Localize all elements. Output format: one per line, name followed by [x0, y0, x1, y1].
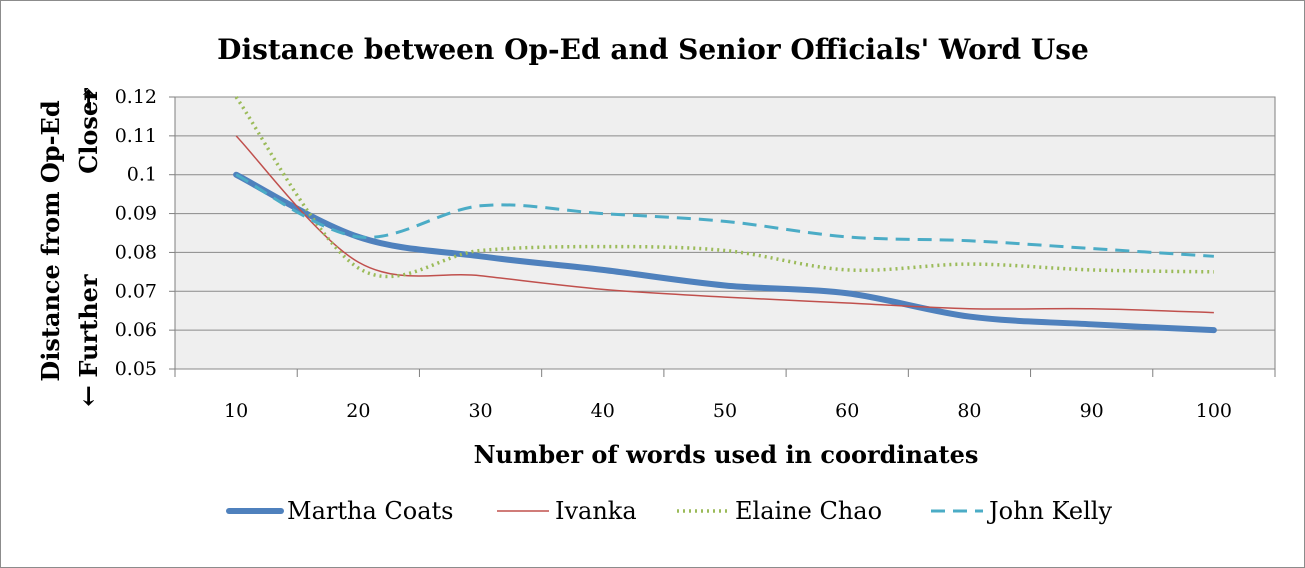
y-tick-label: 0.06 — [115, 319, 157, 341]
legend-label: John Kelly — [986, 497, 1112, 525]
further-arrow-icon: ← — [74, 385, 104, 407]
x-tick-label: 30 — [468, 400, 492, 422]
series-line-ivanka — [235, 135, 1214, 314]
y-axis-label: Distance from Op-Ed — [36, 100, 65, 381]
x-tick-label: 40 — [591, 400, 615, 422]
y-tick-label: 0.11 — [115, 125, 157, 147]
closer-arrow-icon: → — [74, 88, 104, 110]
series-line-martha-coats — [233, 171, 1217, 334]
chart-title: Distance between Op-Ed and Senior Offici… — [217, 33, 1089, 66]
y-tick-label: 0.1 — [127, 164, 157, 186]
x-tick-label: 80 — [957, 400, 981, 422]
series-lines — [233, 95, 1217, 334]
y-axis-closer-arrow: → — [74, 88, 104, 110]
x-tick-label: 100 — [1196, 400, 1232, 422]
y-axis-title-line1: Distance from Op-Ed — [36, 100, 65, 381]
y-axis-further: Further — [74, 274, 103, 378]
x-tick-label: 10 — [224, 400, 248, 422]
legend-label: Martha Coats — [287, 497, 453, 525]
x-tick-labels: 10 20 30 40 50 60 80 90 100 — [224, 400, 1232, 422]
legend-label: Elaine Chao — [735, 497, 882, 525]
y-axis-closer: Closer — [74, 88, 103, 174]
x-tick-label: 50 — [713, 400, 737, 422]
legend-label: Ivanka — [555, 497, 637, 525]
y-tick-labels: 0.12 0.11 0.1 0.09 0.08 0.07 0.06 0.05 — [115, 86, 157, 380]
y-tick-label: 0.05 — [115, 358, 157, 380]
y-tick-label: 0.12 — [115, 86, 157, 108]
series-line-john-kelly — [235, 173, 1214, 258]
legend: Martha Coats Ivanka Elaine Chao John Kelly — [226, 497, 1112, 525]
y-tick-label: 0.07 — [115, 280, 157, 302]
y-axis-closer-label: Closer — [74, 88, 103, 174]
y-axis-further-arrow: ← — [74, 385, 104, 407]
y-tick-label: 0.08 — [115, 241, 157, 263]
y-tick-label: 0.09 — [115, 203, 157, 225]
x-tick-label: 20 — [346, 400, 370, 422]
x-axis-label: Number of words used in coordinates — [474, 440, 979, 469]
x-tick-label: 60 — [835, 400, 859, 422]
gridlines — [169, 96, 1276, 377]
y-axis-further-label: Further — [74, 274, 103, 378]
x-tick-label: 90 — [1080, 400, 1104, 422]
